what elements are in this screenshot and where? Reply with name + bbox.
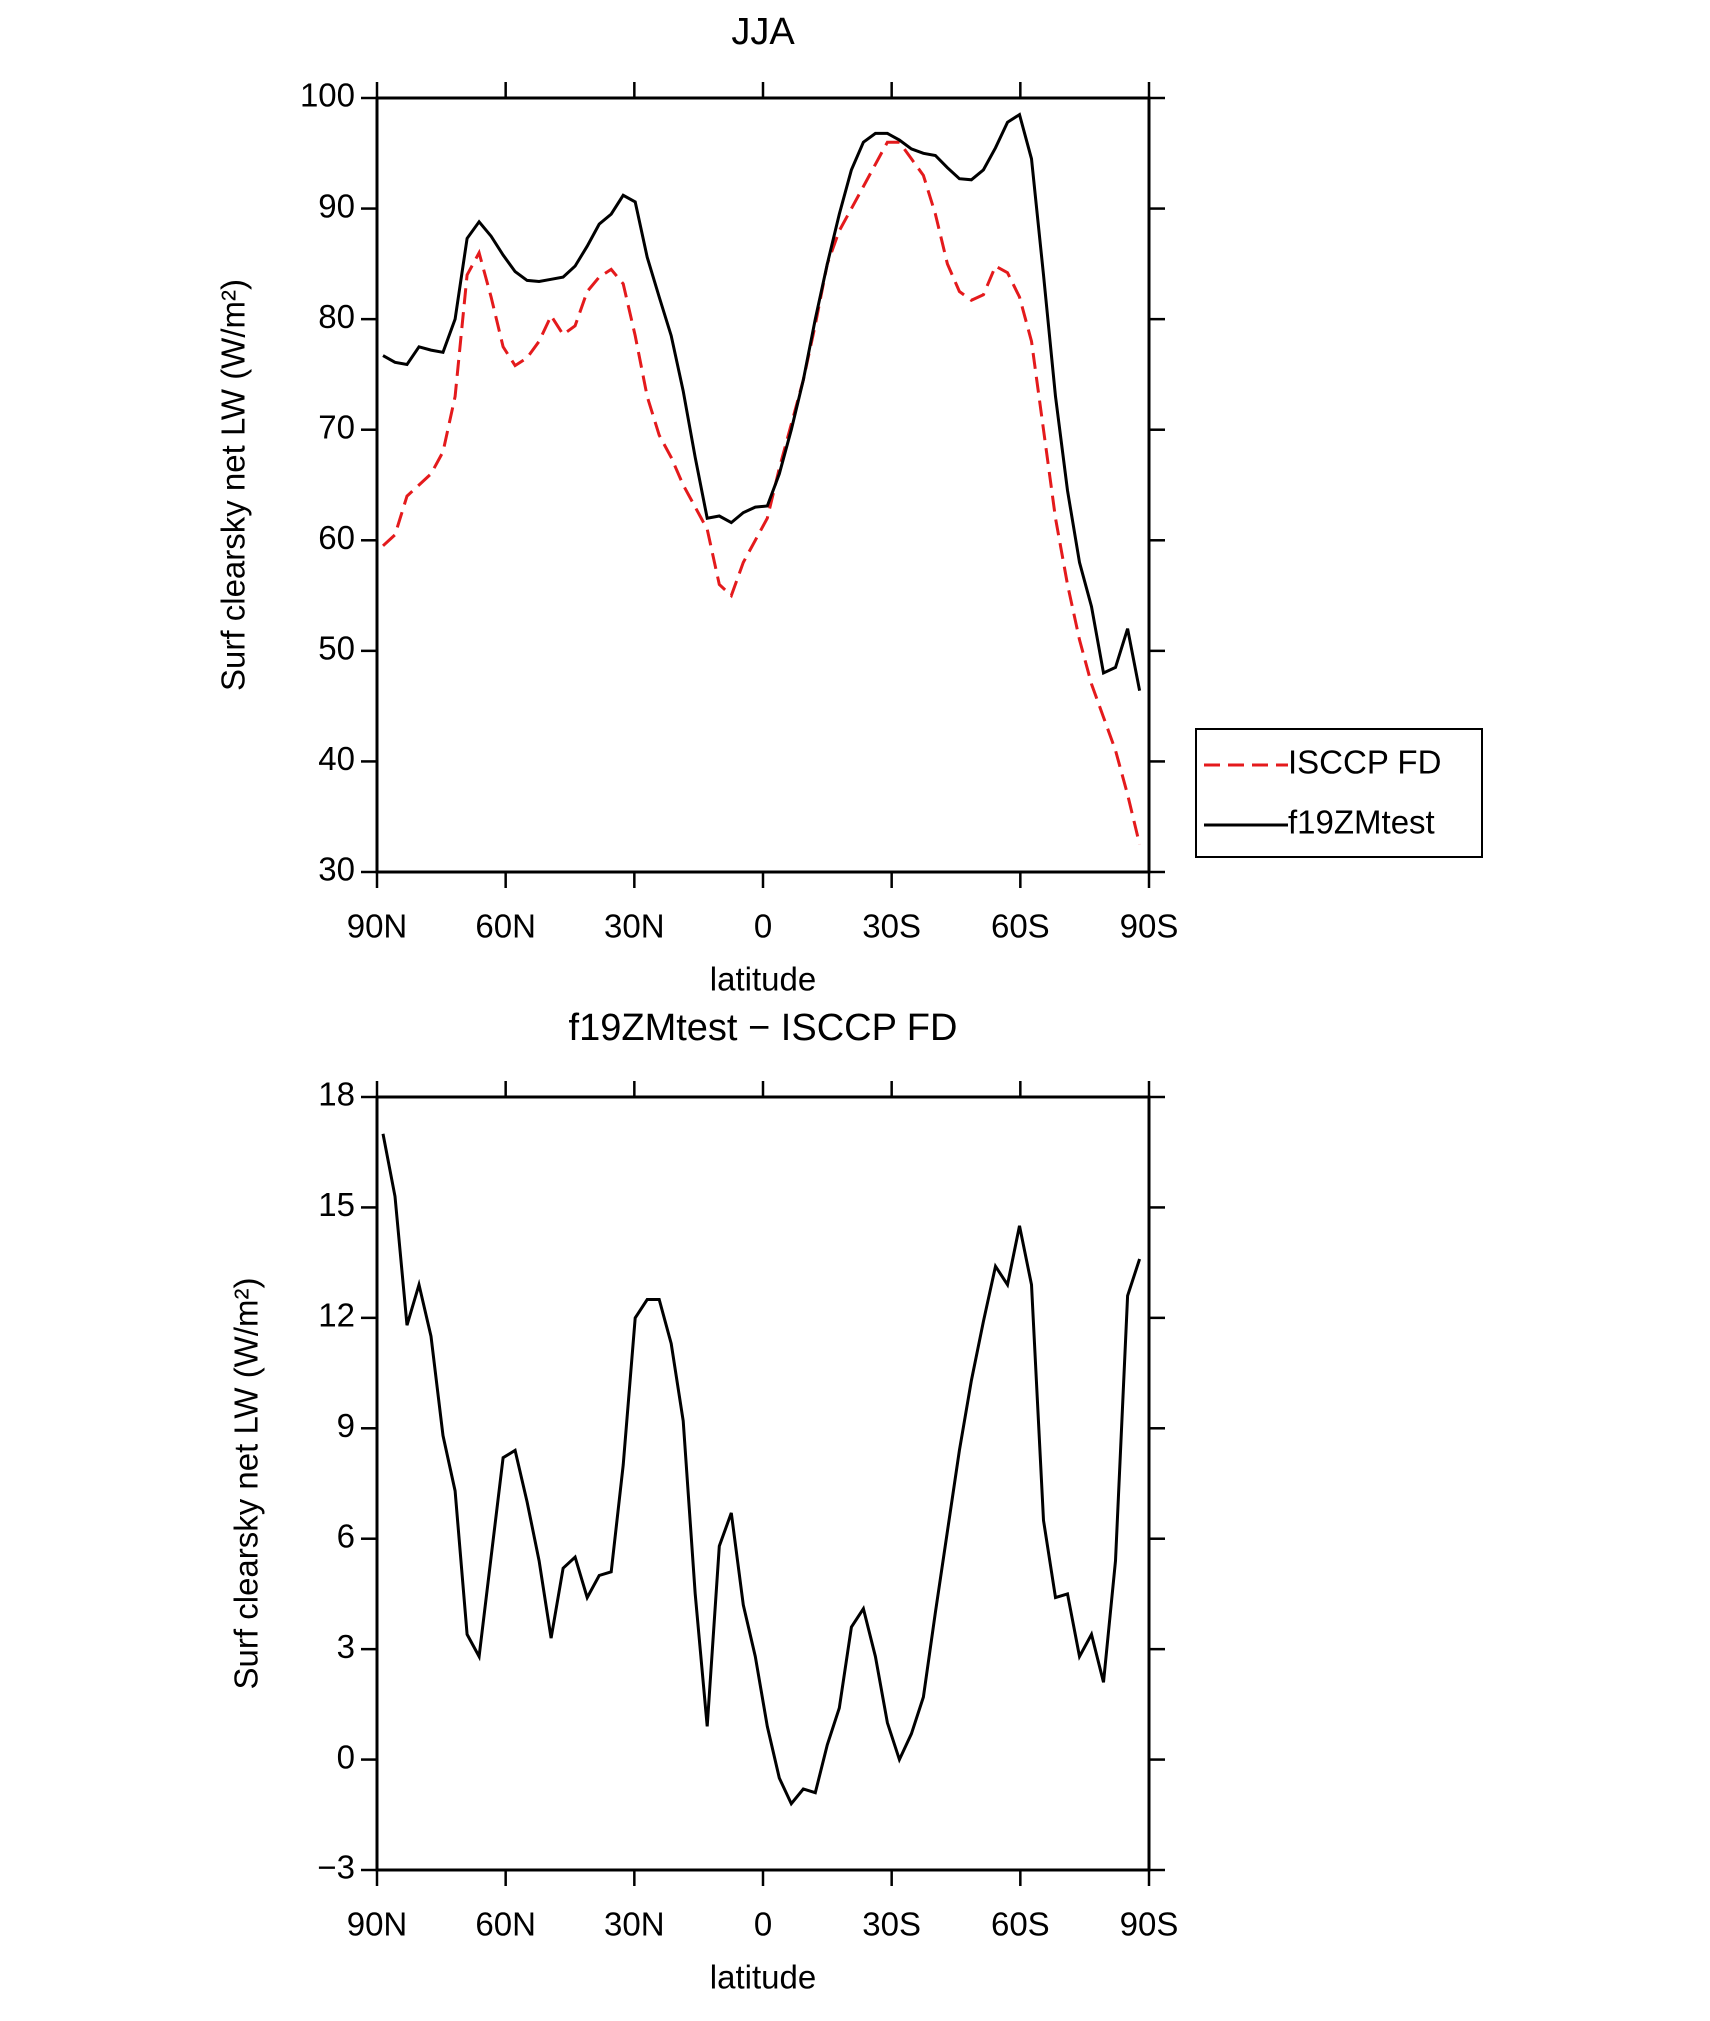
y-tick-label: 15 <box>318 1186 355 1223</box>
y-tick-label: −3 <box>317 1849 355 1886</box>
y-tick-label: 18 <box>318 1076 355 1113</box>
x-tick-label: 60N <box>475 908 536 945</box>
x-tick-label: 0 <box>754 1906 772 1943</box>
legend-label: f19ZMtest <box>1288 804 1435 841</box>
y-tick-label: 30 <box>318 851 355 888</box>
x-tick-label: 90N <box>347 908 408 945</box>
x-tick-label: 30N <box>604 908 665 945</box>
x-tick-label: 30N <box>604 1906 665 1943</box>
y-tick-label: 80 <box>318 298 355 335</box>
x-tick-label: 90S <box>1120 908 1179 945</box>
x-tick-label: 90N <box>347 1906 408 1943</box>
y-axis-label: Surf clearsky net LW (W/m²) <box>228 1278 265 1690</box>
data-line <box>381 140 1142 845</box>
plot-frame <box>375 1095 1151 1872</box>
x-tick-label: 60S <box>991 908 1050 945</box>
x-tick-label: 60N <box>475 1906 536 1943</box>
y-tick-label: 60 <box>318 519 355 556</box>
y-tick-label: 70 <box>318 408 355 445</box>
y-axis-label: Surf clearsky net LW (W/m²) <box>215 279 252 691</box>
y-tick-label: 3 <box>337 1628 355 1665</box>
x-axis-label: latitude <box>710 1959 816 1996</box>
legend-label: ISCCP FD <box>1288 744 1441 781</box>
chart-title: f19ZMtest − ISCCP FD <box>569 1007 958 1049</box>
data-line <box>381 1133 1142 1807</box>
chart-title: JJA <box>731 11 795 53</box>
y-tick-label: 6 <box>337 1517 355 1554</box>
y-tick-label: 50 <box>318 630 355 667</box>
data-line <box>382 112 1142 691</box>
x-axis-label: latitude <box>710 961 816 998</box>
x-tick-label: 90S <box>1120 1906 1179 1943</box>
y-tick-label: 9 <box>337 1407 355 1444</box>
y-tick-label: 100 <box>300 77 355 114</box>
legend-box <box>1195 728 1483 858</box>
y-tick-label: 12 <box>318 1297 355 1334</box>
x-tick-label: 30S <box>862 908 921 945</box>
y-tick-label: 90 <box>318 187 355 224</box>
plot-frame <box>375 96 1151 874</box>
x-tick-label: 30S <box>862 1906 921 1943</box>
x-tick-label: 60S <box>991 1906 1050 1943</box>
y-tick-label: 40 <box>318 740 355 777</box>
y-tick-label: 0 <box>337 1738 355 1775</box>
x-tick-label: 0 <box>754 908 772 945</box>
